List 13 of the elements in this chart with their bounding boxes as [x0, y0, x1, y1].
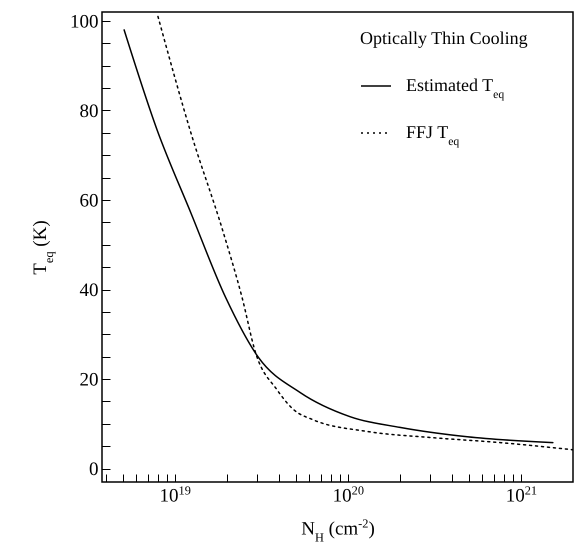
y-tick-label: 0 [89, 459, 98, 480]
x-tick-label: 10$^{20}$ [332, 484, 364, 506]
y-tick-label: 80 [80, 100, 98, 122]
y-tick-label: 100 [70, 11, 98, 32]
legend-label: Estimated T$_{eq}$ [406, 75, 504, 100]
x-tick-label: 10$^{21}$ [506, 484, 538, 506]
y-tick-label: 20 [80, 370, 98, 391]
x-tick-label: 10$^{19}$ [160, 484, 191, 506]
legend-title: Optically Thin Cooling [360, 28, 528, 48]
y-tick-label: 60 [80, 190, 98, 212]
legend-label: FFJ T$_{eq}$ [406, 122, 460, 148]
y-tick-label: 40 [80, 280, 98, 302]
x-axis-title: N$_{H}$ (cm$^{-2}$) [301, 516, 375, 544]
